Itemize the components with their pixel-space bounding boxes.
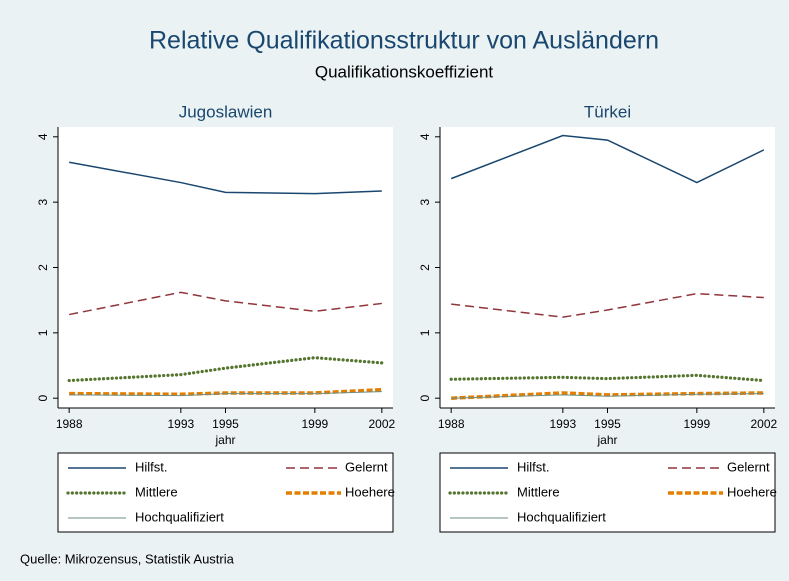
x-axis-label: jahr <box>596 433 617 447</box>
y-tick-label: 4 <box>36 133 50 140</box>
legend-label: Mittlere <box>517 484 560 499</box>
legend-label: Hochqualifiziert <box>135 509 224 524</box>
x-tick-label: 1995 <box>212 417 239 431</box>
data-line <box>450 134 765 184</box>
legend-label: Hoehere <box>727 484 777 499</box>
data-line <box>451 391 764 400</box>
legend-label: Hilfst. <box>517 459 550 474</box>
x-tick-label: 1995 <box>594 417 621 431</box>
legend-label: Hochqualifiziert <box>517 509 606 524</box>
data-line <box>69 161 382 195</box>
data-line <box>69 391 382 397</box>
data-line <box>67 356 384 383</box>
x-tick-label: 2002 <box>368 417 395 431</box>
data-line <box>451 393 764 399</box>
chart-title: Relative Qualifikationsstruktur von Ausl… <box>149 27 659 55</box>
source-note: Quelle: Mikrozensus, Statistik Austria <box>20 551 235 566</box>
x-tick-label: 1999 <box>301 417 328 431</box>
legend-label: Gelernt <box>727 459 770 474</box>
panel-title: Jugoslawien <box>179 102 273 121</box>
y-tick-label: 3 <box>36 198 50 205</box>
x-tick-label: 2002 <box>750 417 777 431</box>
x-tick-label: 1999 <box>683 417 710 431</box>
legend-label: Hoehere <box>345 484 395 499</box>
legend-label: Gelernt <box>345 459 388 474</box>
y-tick-label: 0 <box>36 395 50 402</box>
x-axis-label: jahr <box>214 433 235 447</box>
y-tick-label: 1 <box>418 329 432 336</box>
plot-area <box>58 127 393 408</box>
panel-title: Türkei <box>584 102 631 121</box>
x-tick-label: 1993 <box>549 417 576 431</box>
x-tick-label: 1993 <box>167 417 194 431</box>
chart-subtitle: Qualifikationskoeffizient <box>315 62 494 81</box>
x-tick-label: 1988 <box>438 417 465 431</box>
y-tick-label: 3 <box>418 198 432 205</box>
y-tick-label: 2 <box>36 264 50 271</box>
y-tick-label: 2 <box>418 264 432 271</box>
data-line <box>69 291 382 316</box>
y-tick-label: 1 <box>36 329 50 336</box>
y-tick-label: 4 <box>418 133 432 140</box>
legend-label: Mittlere <box>135 484 178 499</box>
legend-label: Hilfst. <box>135 459 168 474</box>
plot-area <box>440 127 775 408</box>
y-tick-label: 0 <box>418 395 432 402</box>
data-line <box>69 387 382 397</box>
data-line <box>449 373 766 383</box>
data-line <box>451 292 764 318</box>
x-tick-label: 1988 <box>56 417 83 431</box>
